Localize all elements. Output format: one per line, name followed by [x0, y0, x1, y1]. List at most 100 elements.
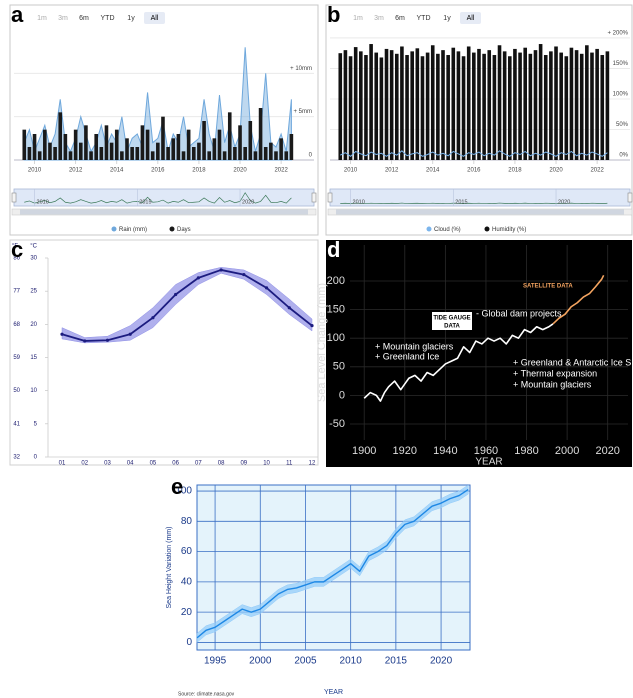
bar [605, 51, 610, 160]
y2-axis-label: °F [12, 244, 18, 250]
bar [156, 142, 160, 160]
scrollbar-thumb[interactable] [20, 209, 308, 215]
bar [374, 52, 379, 160]
bar [94, 134, 98, 160]
point [310, 324, 314, 328]
range-button[interactable]: YTD [101, 15, 115, 22]
bar [461, 56, 466, 160]
bar [379, 57, 384, 160]
bar [466, 46, 471, 160]
range-button[interactable]: 6m [395, 15, 405, 22]
bar [114, 129, 119, 160]
bar [564, 56, 569, 160]
y-tick-label: 80 [181, 516, 193, 527]
x-tick-label: 2005 [294, 656, 317, 667]
bar [248, 121, 253, 160]
y-tick-label: 150% [613, 61, 629, 67]
bar [161, 116, 165, 160]
bar [574, 50, 579, 160]
range-button[interactable]: All [151, 15, 159, 22]
range-button[interactable]: All [467, 15, 475, 22]
annotation: TIDE GAUGE [433, 316, 470, 322]
uncertainty-band [196, 484, 469, 643]
annotation: + Mountain glaciers [513, 379, 592, 389]
y2-tick-label: 68 [13, 322, 20, 328]
range-button[interactable]: 6m [79, 15, 89, 22]
bar [202, 121, 206, 160]
range-button[interactable]: 1y [127, 15, 135, 22]
y-tick-label: 100 [175, 486, 192, 497]
x-axis-label: YEAR [324, 689, 343, 696]
x-tick-label: 2015 [385, 656, 408, 667]
range-button[interactable]: 3m [374, 15, 384, 22]
series-line [363, 323, 554, 402]
x-axis-label: YEAR [475, 457, 502, 468]
bar [222, 151, 227, 160]
y-tick-label: 0 [186, 637, 192, 648]
range-button[interactable]: 3m [58, 15, 68, 22]
bar [258, 108, 263, 160]
x-tick-label: 07 [195, 461, 202, 467]
bar [559, 52, 563, 160]
navigator-handle[interactable] [627, 192, 633, 203]
y-tick-label: 5 [34, 421, 38, 427]
bar [477, 48, 481, 160]
y-tick-label: 0 [309, 153, 313, 159]
range-button[interactable]: YTD [417, 15, 431, 22]
range-button[interactable]: 1m [353, 15, 363, 22]
bar [415, 48, 420, 160]
annotation: + Mountain glaciers [375, 341, 454, 351]
bar [579, 53, 584, 160]
range-button[interactable]: 1y [443, 15, 451, 22]
bar [289, 134, 294, 160]
navigator-tick-label: 2010 [353, 199, 365, 205]
bar [549, 51, 553, 160]
bar [585, 45, 589, 160]
bar [343, 50, 348, 160]
bar [369, 44, 373, 160]
point [151, 316, 155, 320]
y-tick-label: 0% [619, 153, 628, 159]
x-tick-label: 2020 [430, 656, 453, 667]
bar [109, 142, 114, 160]
y-tick-label: 50 [333, 361, 345, 373]
x-tick-label: 2014 [426, 168, 440, 174]
point [174, 292, 178, 297]
bar [359, 51, 363, 160]
legend-marker [111, 226, 117, 232]
x-tick-label: 2014 [110, 168, 124, 174]
panel-label: c [11, 237, 23, 262]
legend-label[interactable]: Days [177, 227, 191, 233]
x-tick-label: 06 [172, 461, 179, 467]
y-tick-label: 60 [181, 546, 193, 557]
bar [497, 45, 502, 160]
bar [472, 52, 476, 160]
bar [523, 47, 528, 160]
bar [32, 134, 37, 160]
bar [53, 147, 57, 160]
y-tick-label: 150 [327, 304, 345, 316]
point [219, 268, 223, 272]
legend-label[interactable]: Humidity (%) [492, 227, 526, 233]
bar [27, 147, 32, 160]
bar [518, 52, 522, 160]
navigator-handle[interactable] [311, 192, 317, 203]
navigator-handle[interactable] [327, 192, 333, 203]
navigator-handle[interactable] [11, 192, 17, 203]
y-axis-label: Sea Level Change (mm) [316, 283, 328, 402]
y-tick-label: 100% [613, 92, 629, 98]
panel-label: a [11, 2, 24, 27]
bar [451, 47, 456, 160]
navigator-line [340, 202, 608, 204]
x-tick-label: 05 [150, 461, 157, 467]
bar [84, 125, 88, 160]
bar [186, 129, 191, 160]
legend-label[interactable]: Cloud (%) [434, 227, 461, 233]
range-button[interactable]: 1m [37, 15, 47, 22]
bar [22, 129, 27, 160]
legend-label[interactable]: Rain (mm) [119, 227, 147, 233]
bar [171, 138, 176, 160]
legend-marker [484, 226, 490, 232]
scrollbar-thumb[interactable] [336, 209, 624, 215]
annotation: + Thermal expansion [513, 368, 597, 378]
